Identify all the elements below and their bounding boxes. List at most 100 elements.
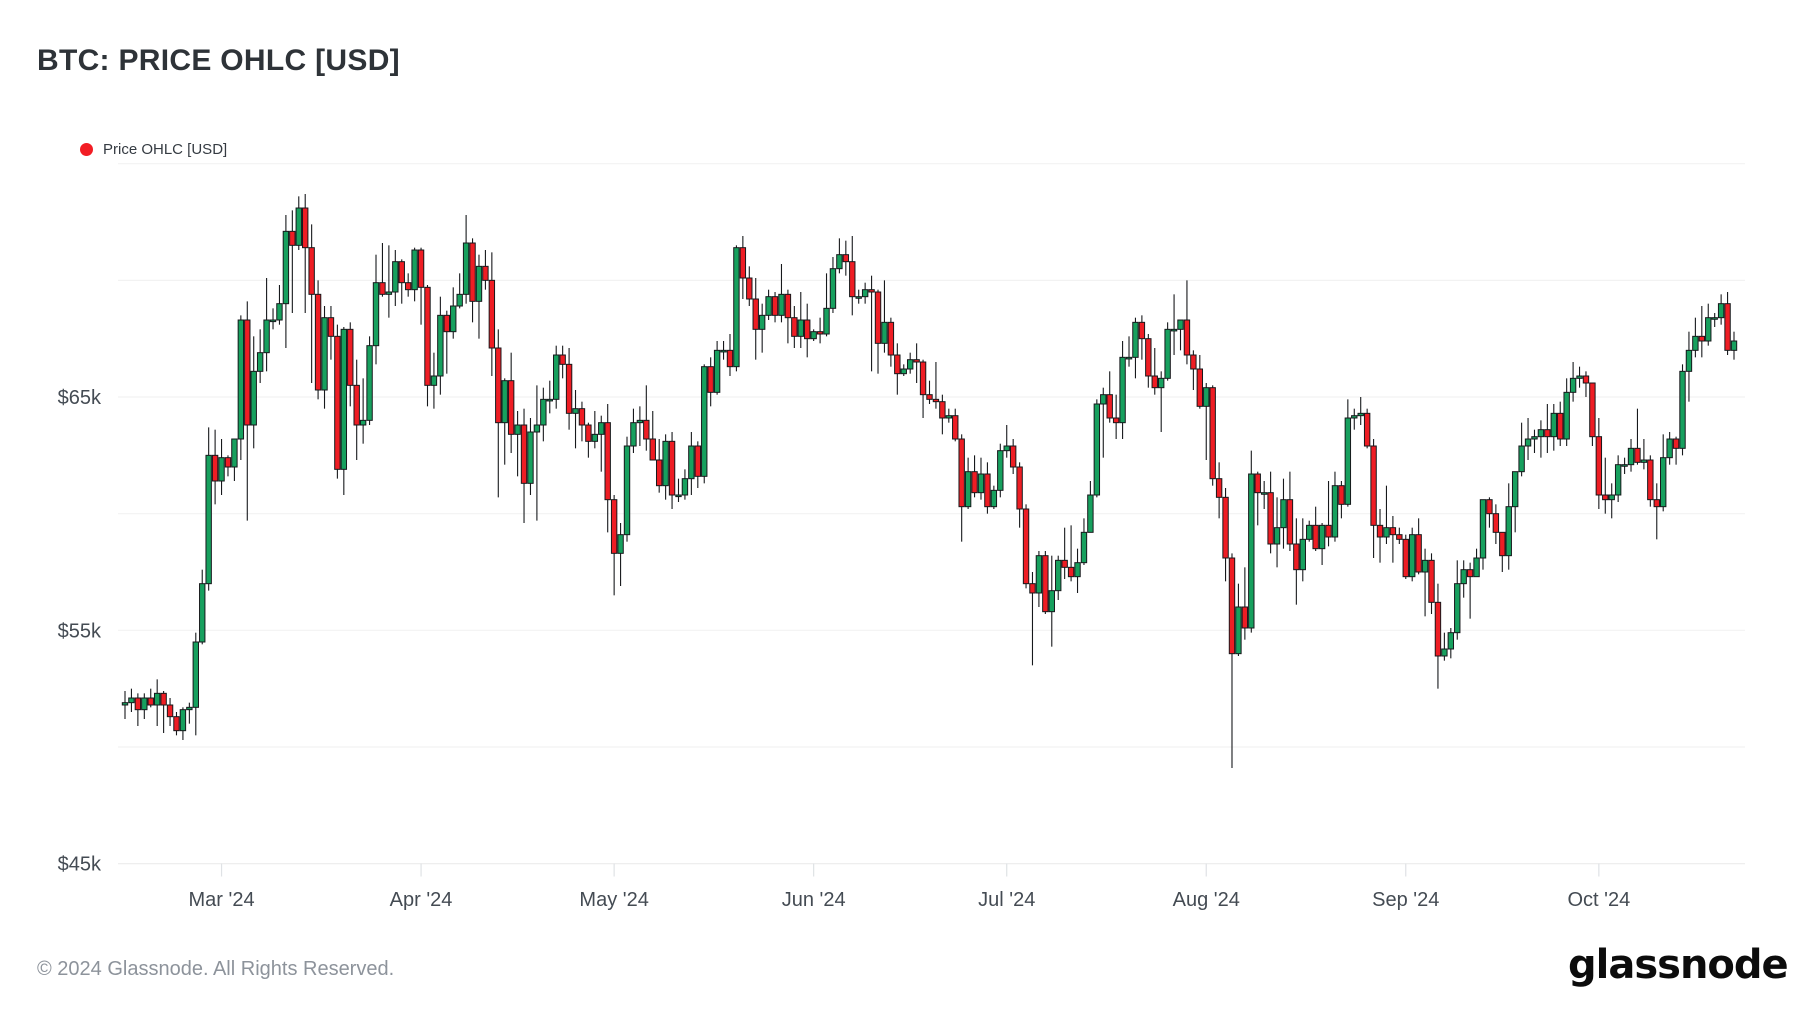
candle (166, 698, 174, 727)
candle (475, 254, 483, 339)
candle (701, 364, 708, 484)
candle (237, 315, 245, 461)
candle (1273, 497, 1281, 568)
candle (964, 457, 972, 510)
candle (1074, 548, 1081, 594)
candle (1363, 408, 1371, 449)
candle (1306, 520, 1313, 542)
candle (437, 296, 444, 395)
candle (1157, 371, 1165, 433)
candle (804, 303, 811, 358)
candle (141, 693, 148, 720)
y-axis-tick-label: $65k (58, 387, 102, 409)
x-axis-tick-label: Sep '24 (1372, 889, 1439, 911)
candle (1170, 294, 1178, 356)
candle (1705, 303, 1712, 346)
candle (1621, 457, 1628, 475)
candle (913, 343, 920, 384)
candle (681, 469, 689, 500)
candle (1042, 551, 1049, 615)
candle (160, 691, 167, 734)
candle (134, 693, 142, 727)
candle (192, 632, 199, 736)
candle (1447, 628, 1455, 659)
candle (1518, 422, 1525, 477)
candle (1634, 408, 1641, 465)
candle (295, 196, 302, 251)
candle (1203, 383, 1210, 461)
candle (1557, 401, 1564, 447)
candle (1602, 457, 1609, 514)
candle (591, 411, 599, 449)
candle (894, 343, 901, 395)
candle (739, 236, 747, 300)
copyright-text: © 2024 Glassnode. All Rights Reserved. (37, 958, 395, 980)
candle (874, 289, 882, 374)
candle (1093, 399, 1101, 498)
candle (269, 308, 277, 330)
candle (1627, 439, 1635, 472)
candle (1222, 488, 1229, 582)
x-axis-tick-label: Jul '24 (978, 889, 1035, 911)
candle (121, 691, 129, 720)
candle (1145, 334, 1152, 388)
candle (1524, 418, 1532, 461)
candle (1454, 560, 1461, 640)
candle (1608, 483, 1615, 519)
candle (1717, 294, 1725, 325)
candle (1112, 394, 1120, 440)
candle (1293, 518, 1300, 605)
candle (1048, 555, 1055, 647)
candle (1685, 331, 1693, 402)
candle (1383, 485, 1390, 545)
candle (1402, 534, 1409, 580)
candle (1260, 481, 1268, 510)
candle (823, 273, 830, 337)
candle (456, 273, 463, 309)
candle (1183, 280, 1191, 365)
candle (1196, 355, 1204, 409)
candle (649, 411, 656, 461)
candle (1338, 481, 1345, 519)
candle (797, 292, 804, 349)
candle (1660, 434, 1667, 512)
candle (1351, 408, 1358, 430)
candle (540, 387, 547, 442)
candle (565, 348, 573, 430)
candle (1434, 583, 1442, 689)
candle (501, 378, 508, 465)
candle (1486, 497, 1493, 528)
candle (1679, 364, 1686, 456)
y-axis-tick-label: $55k (58, 620, 102, 642)
candle (462, 215, 470, 304)
candle (578, 401, 586, 442)
candle (1441, 632, 1448, 661)
candle (308, 224, 315, 384)
candle (1589, 382, 1596, 447)
candle (643, 385, 650, 451)
candle (1344, 399, 1352, 507)
candle (585, 422, 592, 458)
candle (1537, 420, 1545, 458)
x-axis-tick-label: Aug '24 (1173, 889, 1240, 911)
candle (1640, 439, 1648, 470)
candle (250, 336, 257, 449)
x-axis-tick-label: Oct '24 (1567, 889, 1630, 911)
candle (1080, 518, 1088, 566)
candle (1280, 478, 1287, 549)
candle (1357, 397, 1364, 426)
candle (218, 439, 225, 496)
candle (868, 275, 875, 372)
candle (244, 301, 251, 521)
candle (482, 250, 489, 290)
candle (1267, 471, 1274, 554)
x-axis-tick-label: Apr '24 (390, 889, 453, 911)
legend-item-price-ohlc[interactable]: Price OHLC [USD] (80, 141, 227, 158)
candle (726, 334, 734, 377)
candle (1370, 439, 1377, 559)
candle (1466, 562, 1474, 619)
candle (720, 341, 727, 360)
candle (1531, 429, 1538, 454)
candle (1029, 572, 1036, 666)
